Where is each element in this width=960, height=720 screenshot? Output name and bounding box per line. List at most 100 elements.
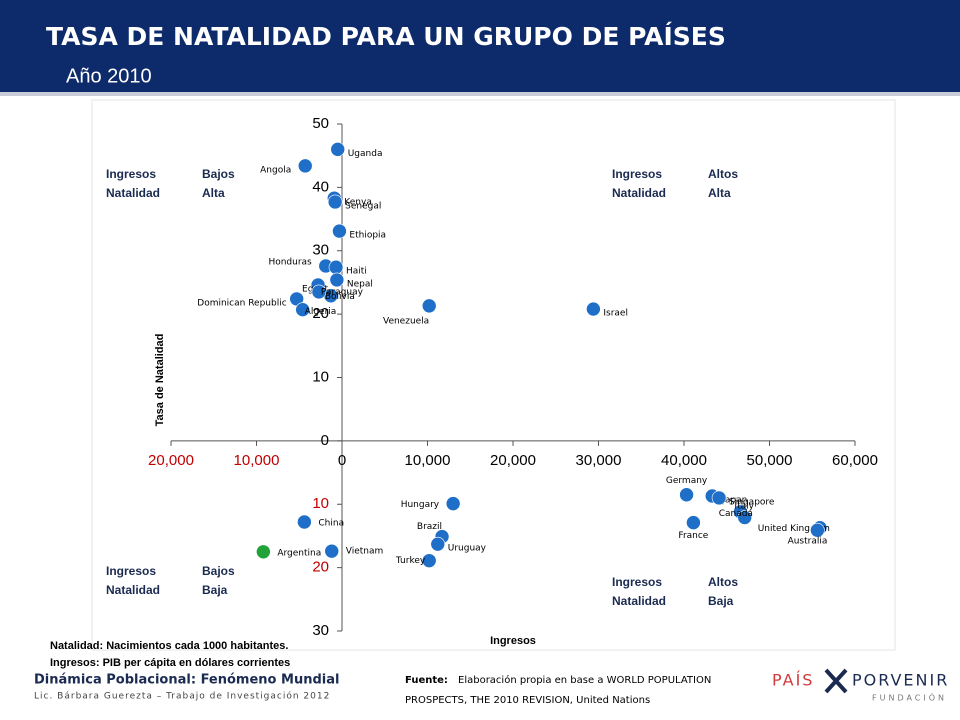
point-label: Nepal [347,279,373,289]
quadrant-label: Bajos [202,167,235,181]
point-label: Italy [734,501,754,511]
source-text: PROSPECTS, THE 2010 REVISION, United Nat… [405,695,650,706]
point-label: China [318,518,344,528]
x-tick-label: 50,000 [747,452,793,469]
point-label: France [678,531,708,541]
point-label: Singapore [729,497,775,507]
point-label: Kenya [344,198,372,208]
x-tick-label: 40,000 [661,452,707,469]
quadrant-label: Alta [202,186,225,200]
quadrant-label: Ingresos [106,167,156,181]
point [256,544,271,560]
y-tick-label: 10 [312,368,329,385]
point-label: Japan [721,496,747,506]
x-tick-label: 10,000 [405,452,451,469]
x-tick-label: 10,000 [234,452,280,469]
source-label: Fuente: [405,675,448,686]
point-label: Venezuela [383,316,429,326]
logo-right: PORVENIR [852,671,949,690]
point [737,510,753,525]
quadrant-label: Ingresos [612,575,662,589]
point-label: Turkey [395,556,426,566]
point-label: Angola [260,165,291,175]
logo-x [824,668,848,694]
quadrant-label: Ingresos [106,564,156,578]
point [586,301,601,317]
point-label: Vietnam [346,547,384,557]
quadrant-label: Altos [708,575,738,589]
x-axis-title: Ingresos [490,635,536,647]
point [324,543,340,559]
point [445,496,461,511]
point [686,515,701,530]
y-tick-label: 20 [312,559,329,576]
x-tick-label: 0 [338,452,346,469]
logo-sub: FUNDACIÓN [872,692,947,703]
quadrant-label: Ingresos [612,167,662,181]
point [711,490,727,506]
point [430,536,446,552]
point [810,522,825,538]
point-label: Haiti [346,267,367,277]
quadrant-label: Natalidad [106,186,160,200]
point-label: Brazil [417,522,442,532]
slide-title: TASA DE NATALIDAD PARA UN GRUPO DE PAÍSE… [46,22,726,51]
y-tick-label: 30 [312,242,329,259]
plot: 20,000 10,000 0 10,000 20,000 30,000 40,000 50,… [106,115,878,647]
point-label: Ethiopia [349,231,386,241]
y-tick-label: 50 [312,115,329,132]
y-tick-label: 10 [312,495,329,512]
y-axis-title: Tasa de Natalidad [154,334,166,427]
point-label: Germany [666,476,708,486]
x-tick-label: 60,000 [832,452,878,469]
header-rule [0,92,960,96]
point [327,194,343,210]
quadrant-label: Bajos [202,564,235,578]
point [295,302,310,317]
point-label: Argentina [277,548,321,558]
quadrant-label: Baja [708,594,734,608]
footer-title: Dinámica Poblacional: Fenómeno Mundial [34,673,339,688]
point-label: Bolivia [325,292,355,302]
point-label: Senegal [345,201,381,211]
header-band [0,0,960,96]
y-tick-label: 20 [312,305,329,322]
y-tick-label: 0 [321,432,329,449]
point [421,553,437,568]
point [332,223,347,239]
point-label: Honduras [268,257,312,267]
logo-left: PAÍS [772,671,814,690]
point [311,284,327,300]
note: Ingresos: PIB per cápita en dólares corr… [50,657,290,669]
point-label: Australia [788,537,828,547]
point [421,298,437,314]
quadrant-label: Natalidad [612,594,666,608]
point-label: Uruguay [448,544,487,554]
point [328,259,344,275]
point-label: United Kingdom [758,524,830,534]
quadrant-label: Baja [202,583,228,597]
footer-author: Lic. Bárbara Guerezta – Trabajo de Inves… [34,691,330,702]
point [297,158,313,174]
y-tick-label: 30 [312,622,329,639]
x-tick-label: 20,000 [148,452,194,469]
source-text: Elaboración propia en base a WORLD POPUL… [458,674,711,686]
quadrant-label: Natalidad [106,583,160,597]
point [679,487,694,503]
note: Natalidad: Nacimientos cada 1000 habitan… [50,640,288,652]
point-label: Uganda [348,149,383,159]
point-label: Israel [603,309,628,319]
point [297,514,312,530]
x-tick-label: 20,000 [490,452,536,469]
chart-area [91,99,896,651]
slide-subtitle: Año 2010 [66,65,152,87]
quadrant-label: Natalidad [612,186,666,200]
quadrant-label: Alta [708,186,731,200]
quadrant-label: Altos [708,167,738,181]
point-label: Algeria [305,307,337,317]
point-label: Canada [719,509,753,519]
point-label: Dominican Republic [197,298,286,308]
y-tick-label: 40 [312,178,329,195]
